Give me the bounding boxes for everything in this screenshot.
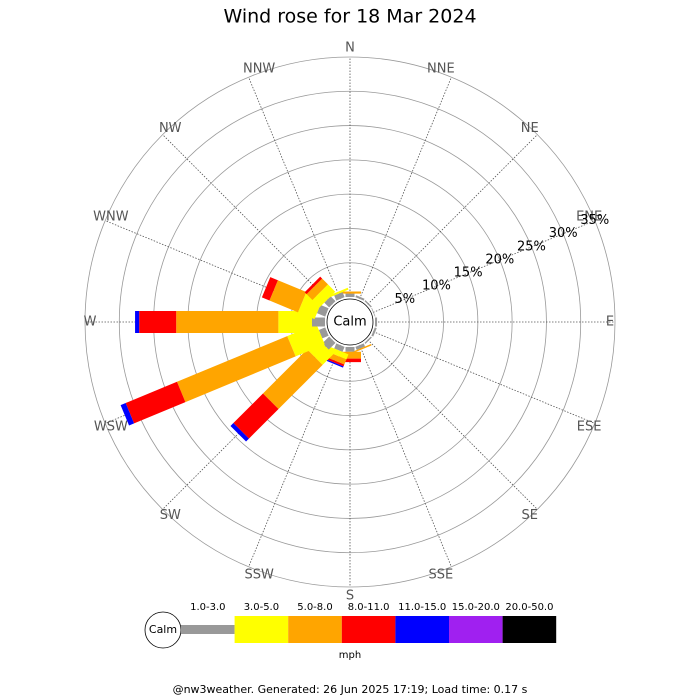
- direction-label: NW: [159, 121, 182, 136]
- ring-label: 25%: [517, 239, 546, 254]
- legend-swatch: [449, 616, 503, 643]
- direction-label: N: [345, 41, 355, 56]
- wind-bar: [355, 295, 365, 301]
- legend-swatch: [234, 616, 289, 643]
- grid-ring: [118, 90, 582, 554]
- spoke: [248, 77, 341, 300]
- wind-bar: [176, 311, 279, 333]
- wind-bar: [316, 304, 329, 317]
- spoke: [372, 331, 595, 424]
- wind-bar: [312, 284, 336, 308]
- wind-bar: [322, 357, 344, 368]
- chart-title: Wind rose for 18 Mar 2024: [223, 6, 476, 28]
- direction-label: NNW: [243, 61, 275, 76]
- ring-label: 30%: [549, 226, 578, 241]
- wind-bar: [345, 293, 355, 297]
- wind-bar: [318, 327, 329, 339]
- wind-bar: [327, 287, 349, 299]
- spoke: [162, 134, 333, 305]
- wind-bar: [135, 311, 140, 333]
- legend-swatch: [341, 616, 396, 643]
- legend-label: 20.0-50.0: [505, 602, 553, 613]
- wind-bar: [339, 291, 361, 294]
- wind-bar: [139, 311, 177, 333]
- legend-calm-label: Calm: [149, 623, 177, 636]
- wind-bar: [125, 381, 186, 424]
- legend-swatch: [502, 616, 557, 643]
- ring-label: 5%: [394, 292, 415, 307]
- wind-bar: [306, 278, 328, 300]
- footer: @nw3weather. Generated: 26 Jun 2025 17:1…: [173, 683, 528, 696]
- ring-label: 15%: [454, 266, 483, 281]
- legend-label: 1.0-3.0: [190, 602, 225, 613]
- calm-label: Calm: [333, 315, 366, 330]
- legend-swatch: [395, 616, 449, 643]
- grid-ring: [84, 56, 616, 588]
- wind-bar: [304, 276, 323, 295]
- wind-bar: [364, 300, 372, 308]
- spoke: [359, 344, 452, 567]
- direction-label: NE: [521, 121, 539, 136]
- legend-label: 11.0-15.0: [398, 602, 446, 613]
- wind-bar: [233, 393, 279, 439]
- wind-bar: [326, 345, 349, 360]
- wind-bar: [261, 277, 278, 301]
- legend-units: mph: [339, 650, 361, 661]
- direction-label: NNE: [427, 61, 455, 76]
- spoke: [372, 220, 595, 313]
- direction-label: S: [346, 589, 354, 604]
- legend-label: 3.0-5.0: [244, 602, 279, 613]
- legend-label: 15.0-20.0: [452, 602, 500, 613]
- direction-label: ESE: [577, 419, 602, 434]
- ring-label: 10%: [422, 279, 451, 294]
- wind-bar: [375, 317, 378, 327]
- legend-swatch: [288, 616, 342, 643]
- direction-label: SE: [522, 508, 538, 523]
- wind-bar: [262, 349, 323, 410]
- wind-bar: [324, 296, 336, 308]
- wind-bar: [322, 336, 336, 350]
- wind-bar: [287, 324, 325, 357]
- ring-label: 35%: [580, 213, 609, 228]
- wind-bar: [278, 311, 312, 333]
- spoke: [359, 77, 452, 300]
- wind-bar: [371, 308, 376, 317]
- spoke: [367, 134, 538, 305]
- legend-swatch: [181, 625, 235, 634]
- wind-bar: [311, 317, 325, 327]
- direction-label: WNW: [93, 210, 129, 225]
- wind-bar: [334, 292, 345, 301]
- direction-label: W: [84, 315, 97, 330]
- direction-label: SW: [160, 508, 181, 523]
- spoke: [367, 339, 538, 510]
- legend-label: 8.0-11.0: [348, 602, 390, 613]
- calm-circle: [326, 298, 374, 346]
- wind-bar: [269, 280, 307, 313]
- direction-label: ENE: [576, 210, 602, 225]
- wind-bar: [364, 336, 372, 344]
- direction-label: E: [606, 315, 614, 330]
- direction-label: WSW: [94, 419, 128, 434]
- ring-label: 20%: [485, 252, 514, 267]
- wind-bar: [350, 344, 372, 354]
- wind-bar: [120, 403, 135, 426]
- wind-bar: [334, 343, 345, 352]
- direction-label: SSW: [244, 568, 274, 583]
- wind-bar: [176, 336, 296, 403]
- spoke: [248, 344, 341, 567]
- legend-label: 5.0-8.0: [297, 602, 332, 613]
- wind-bar: [355, 343, 366, 350]
- wind-bar: [345, 347, 355, 352]
- wind-bar: [230, 423, 249, 442]
- direction-label: SSE: [428, 568, 453, 583]
- wind-bar: [371, 327, 377, 337]
